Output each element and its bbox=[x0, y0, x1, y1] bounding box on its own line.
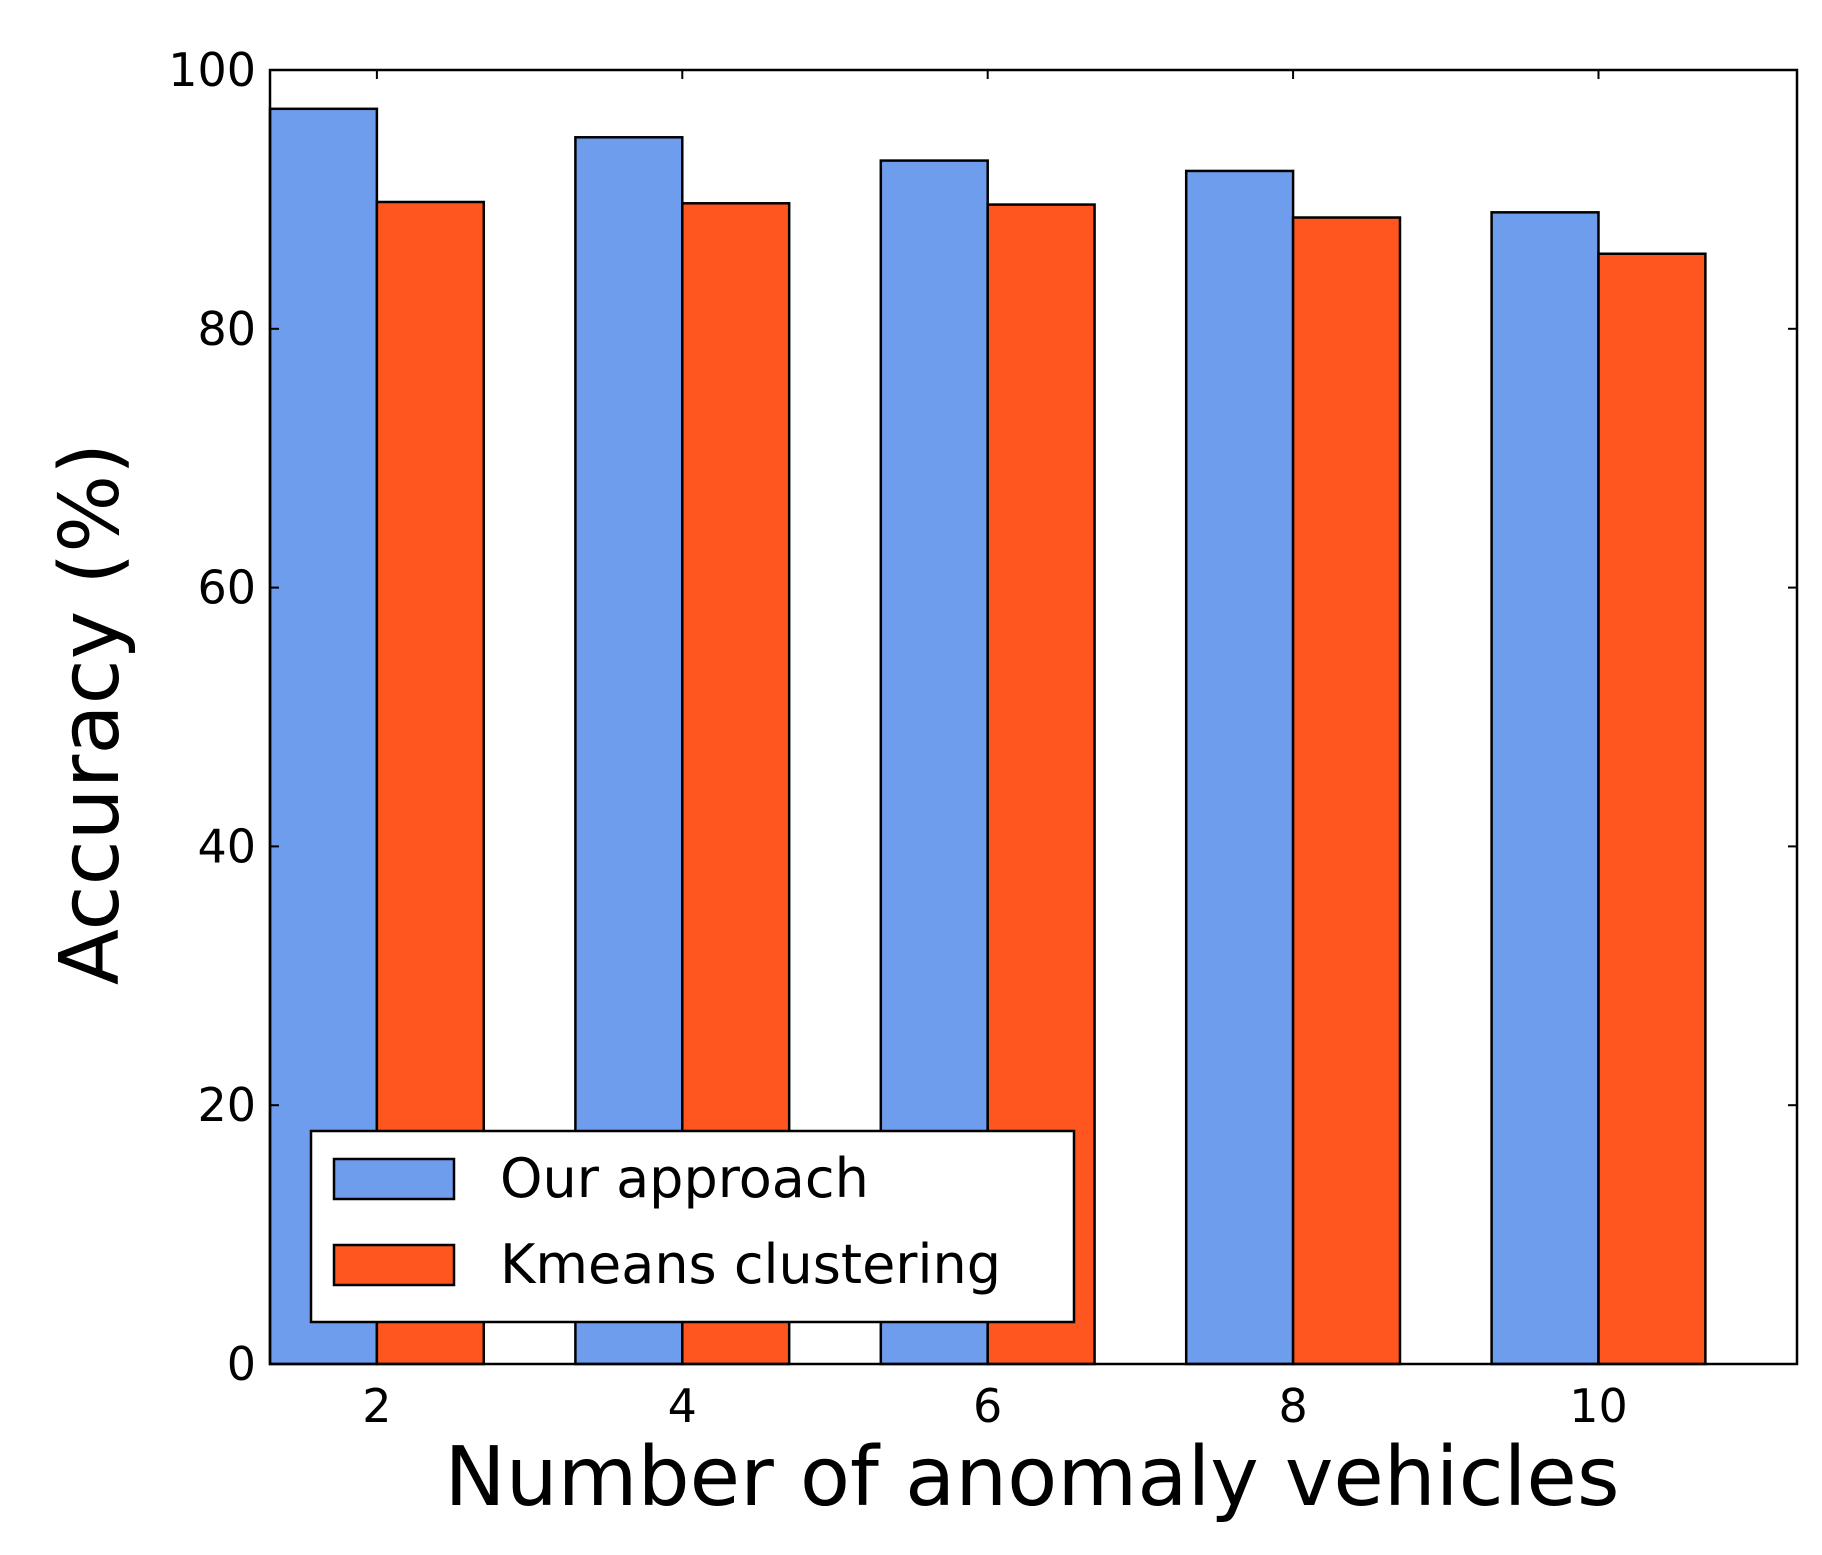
x-tick-label-4: 4 bbox=[668, 1379, 697, 1433]
y-tick-label-100: 100 bbox=[168, 43, 256, 97]
legend-label-our-approach: Our approach bbox=[500, 1147, 869, 1210]
legend: Our approach Kmeans clustering bbox=[309, 1129, 1076, 1324]
tick-labels: 0 20 40 60 80 100 2 4 6 8 10 bbox=[168, 43, 1628, 1433]
bar-our-approach-10 bbox=[1490, 211, 1600, 1366]
y-axis-title: Accuracy (%) bbox=[43, 443, 138, 985]
legend-swatch-our-approach bbox=[332, 1157, 456, 1201]
y-tick-label-80: 80 bbox=[197, 302, 256, 356]
y-tick-label-20: 20 bbox=[197, 1078, 256, 1132]
x-tick-label-10: 10 bbox=[1569, 1379, 1628, 1433]
x-tick-label-6: 6 bbox=[973, 1379, 1002, 1433]
bar-kmeans-clustering-10 bbox=[1597, 252, 1707, 1366]
x-tick-label-8: 8 bbox=[1278, 1379, 1307, 1433]
plot-frame bbox=[268, 68, 1799, 1366]
bar-kmeans-clustering-8 bbox=[1291, 216, 1402, 1366]
y-tick-label-40: 40 bbox=[197, 819, 256, 873]
legend-swatch-kmeans-clustering bbox=[332, 1243, 456, 1287]
y-tick-label-60: 60 bbox=[197, 561, 256, 615]
x-tick-label-2: 2 bbox=[362, 1379, 391, 1433]
legend-label-kmeans-clustering: Kmeans clustering bbox=[500, 1233, 1001, 1296]
x-axis-title: Number of anomaly vehicles bbox=[444, 1430, 1619, 1525]
y-tick-label-0: 0 bbox=[227, 1337, 256, 1391]
bar-our-approach-8 bbox=[1184, 169, 1295, 1366]
